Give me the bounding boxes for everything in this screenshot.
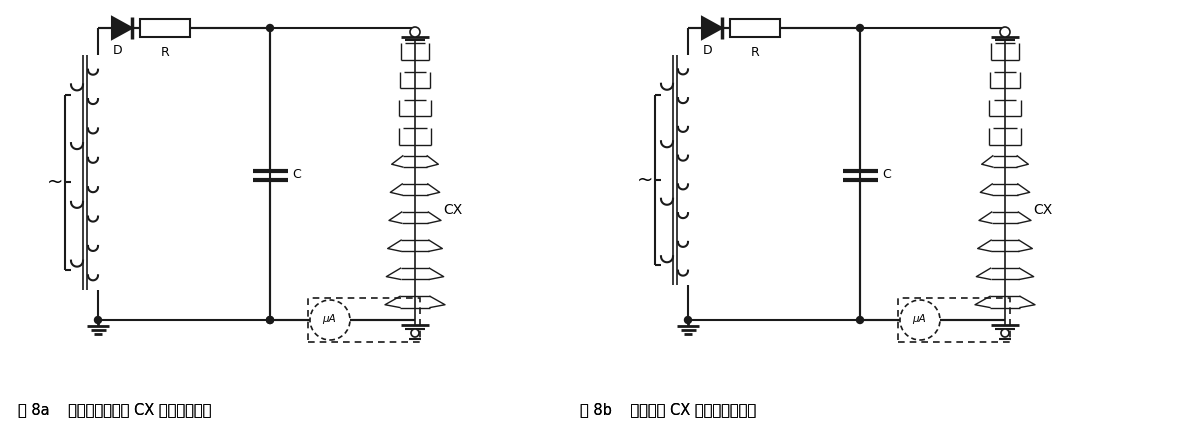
Text: ~: ~ [637, 170, 654, 190]
Text: CΧ: CΧ [443, 203, 462, 217]
Circle shape [901, 300, 940, 340]
Text: 图 8b    排除试品 CΧ 表面影响接线图: 图 8b 排除试品 CΧ 表面影响接线图 [580, 402, 756, 417]
Bar [730, 19, 780, 37]
Bar [898, 298, 1010, 342]
Text: C: C [293, 169, 301, 181]
Text: R: R [160, 45, 170, 58]
Circle shape [1001, 329, 1009, 337]
Polygon shape [112, 17, 132, 39]
Text: R: R [750, 45, 760, 58]
Text: D: D [113, 43, 123, 57]
Polygon shape [702, 17, 722, 39]
Text: 图 8a    微安表接入试品 CΧ 底部的接线图: 图 8a 微安表接入试品 CΧ 底部的接线图 [18, 402, 212, 417]
Circle shape [309, 300, 350, 340]
Text: ~: ~ [47, 172, 63, 191]
Circle shape [266, 317, 273, 323]
Bar [308, 298, 420, 342]
Text: 图 8b    排除试品 CΧ 表面影响接线图: 图 8b 排除试品 CΧ 表面影响接线图 [580, 402, 756, 417]
Circle shape [411, 27, 420, 37]
Circle shape [266, 24, 273, 31]
Circle shape [856, 24, 863, 31]
Bar [140, 19, 190, 37]
Text: μA: μA [913, 314, 926, 324]
Circle shape [1001, 27, 1010, 37]
Circle shape [856, 317, 863, 323]
Text: 图 8a    微安表接入试品 CΧ 底部的接线图: 图 8a 微安表接入试品 CΧ 底部的接线图 [18, 402, 212, 417]
Circle shape [411, 329, 419, 337]
Text: D: D [703, 43, 713, 57]
Circle shape [94, 317, 101, 323]
Circle shape [266, 317, 273, 323]
Text: CΧ: CΧ [1033, 203, 1052, 217]
Text: μA: μA [323, 314, 336, 324]
Circle shape [685, 317, 691, 323]
Text: C: C [883, 169, 891, 181]
